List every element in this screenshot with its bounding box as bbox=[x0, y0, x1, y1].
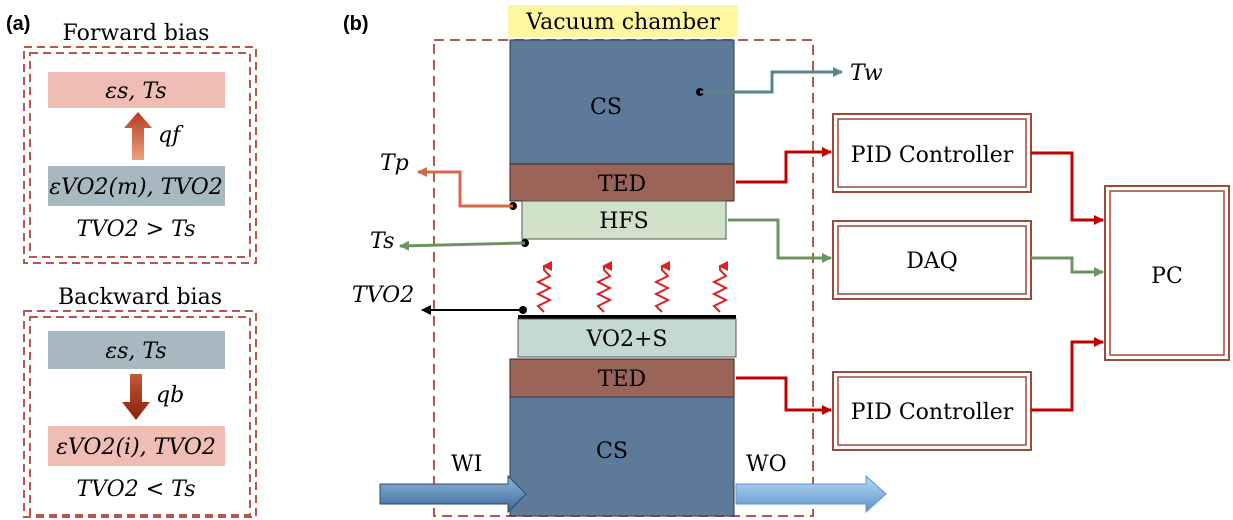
tp-wire bbox=[417, 167, 513, 208]
backward-top-label: εs, Ts bbox=[105, 339, 166, 364]
panel-a-label: (a) bbox=[6, 13, 30, 35]
panel-b-label: (b) bbox=[343, 13, 369, 35]
forward-condition: TVO2 > Ts bbox=[77, 217, 196, 242]
vo2-sample-label: VO2+S bbox=[585, 327, 667, 352]
tw-label: Tw bbox=[850, 61, 883, 86]
ts-wire bbox=[399, 240, 526, 251]
radiation-wave bbox=[535, 261, 553, 313]
radiation-waves bbox=[535, 261, 729, 313]
cooling-stage-top-label: CS bbox=[590, 95, 622, 120]
pid-bottom-to-pc-wire bbox=[1031, 337, 1104, 412]
tvo2-label: TVO2 bbox=[352, 283, 414, 308]
forward-top-label: εs, Ts bbox=[105, 79, 166, 104]
ts-label: Ts bbox=[370, 229, 394, 254]
pc-outer bbox=[1104, 185, 1230, 361]
forward-flux-label: qf bbox=[158, 123, 184, 148]
forward-bottom-box bbox=[48, 166, 225, 206]
backward-bias-title: Backward bias bbox=[58, 285, 222, 310]
backward-bottom-box bbox=[48, 426, 225, 466]
tw-wire bbox=[700, 67, 843, 94]
ted-top-label: TED bbox=[598, 172, 646, 197]
pid-controller-bottom-label: PID Controller bbox=[851, 400, 1014, 425]
pid-controller-bottom bbox=[837, 376, 1027, 446]
ted-top-to-pid-wire bbox=[736, 147, 832, 184]
forward-heat-flux-arrow bbox=[124, 112, 152, 160]
tp-label: Tp bbox=[380, 151, 409, 176]
cooling-stage-bottom bbox=[509, 396, 735, 517]
heat-flux-sensor-label: HFS bbox=[599, 209, 649, 234]
pc bbox=[1109, 190, 1225, 356]
daq-outer bbox=[832, 220, 1032, 300]
ted-top bbox=[509, 163, 735, 202]
radiation-wave bbox=[711, 261, 729, 313]
backward-flux-label: qb bbox=[156, 383, 184, 408]
backward-bias-frame-inner bbox=[29, 316, 251, 516]
pid-controller-top bbox=[837, 118, 1027, 188]
hfs-to-daq-wire bbox=[728, 218, 832, 263]
daq bbox=[837, 225, 1027, 295]
forward-bias-title: Forward bias bbox=[63, 21, 210, 46]
pid-controller-top-outer bbox=[832, 113, 1032, 193]
pid-controller-bottom-outer bbox=[832, 371, 1032, 451]
forward-top-box bbox=[48, 72, 225, 108]
backward-bottom-label: εVO2(i), TVO2 bbox=[56, 435, 216, 460]
water-outlet-label: WO bbox=[746, 452, 787, 477]
ted-bottom-to-pid-wire bbox=[736, 376, 832, 415]
water-inlet-arrow bbox=[379, 474, 527, 514]
radiation-wave bbox=[653, 261, 671, 313]
forward-bias-frame-outer bbox=[23, 46, 257, 264]
cooling-stage-top bbox=[509, 39, 735, 165]
backward-heat-flux-arrow bbox=[122, 374, 150, 420]
backward-condition: TVO2 < Ts bbox=[77, 477, 196, 502]
vacuum-chamber-label-bg bbox=[508, 5, 738, 37]
cooling-stage-bottom-label: CS bbox=[596, 439, 628, 464]
radiation-wave bbox=[595, 261, 613, 313]
heat-flux-sensor bbox=[521, 200, 727, 240]
pc-label: PC bbox=[1151, 264, 1183, 289]
vo2-sample bbox=[517, 318, 737, 358]
forward-bottom-label: εVO2(m), TVO2 bbox=[49, 175, 223, 200]
daq-label: DAQ bbox=[906, 249, 958, 274]
backward-bias-frame-outer bbox=[23, 310, 257, 518]
backward-top-box bbox=[48, 331, 225, 369]
daq-to-pc-wire bbox=[1031, 256, 1104, 277]
pid-controller-top-label: PID Controller bbox=[851, 143, 1014, 168]
ted-bottom-label: TED bbox=[598, 367, 646, 392]
water-inlet-label: WI bbox=[451, 452, 482, 477]
forward-bias-frame-inner bbox=[29, 52, 251, 258]
vacuum-chamber-label: Vacuum chamber bbox=[525, 10, 720, 35]
water-outlet-arrow bbox=[735, 474, 887, 514]
pid-top-to-pc-wire bbox=[1031, 151, 1104, 225]
